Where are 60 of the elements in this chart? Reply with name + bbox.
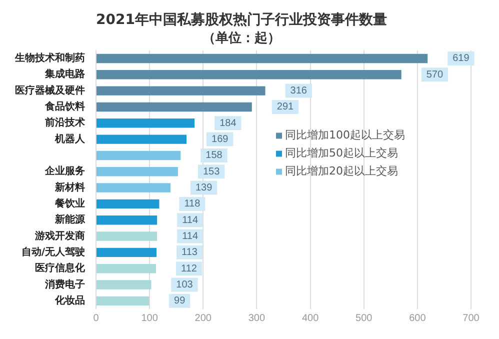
data-label: 153 bbox=[202, 166, 220, 178]
bar bbox=[96, 70, 402, 80]
bar bbox=[96, 280, 152, 290]
data-label: 158 bbox=[206, 150, 223, 162]
bar bbox=[96, 118, 195, 128]
bar bbox=[96, 199, 160, 209]
bar bbox=[96, 264, 156, 274]
x-tick-label: 300 bbox=[248, 312, 266, 324]
y-tick-label: 集成电路 bbox=[44, 68, 85, 80]
data-label: 112 bbox=[181, 263, 198, 274]
data-label: 291 bbox=[276, 102, 294, 113]
x-tick-label: 0 bbox=[93, 312, 100, 324]
bar bbox=[96, 150, 181, 160]
x-tick-label: 400 bbox=[302, 312, 320, 324]
y-tick-label: 餐饮业 bbox=[54, 198, 85, 210]
data-label: 570 bbox=[426, 69, 444, 80]
bar bbox=[96, 232, 158, 241]
bar bbox=[96, 86, 266, 96]
bar bbox=[96, 183, 170, 192]
legend-label: 同比增加100起以上交易 bbox=[285, 128, 405, 142]
x-tick-label: 200 bbox=[194, 312, 212, 324]
bar bbox=[96, 296, 150, 306]
x-tick-label: 100 bbox=[141, 312, 158, 324]
y-tick-label: 食品饮料 bbox=[44, 100, 85, 113]
data-label: 316 bbox=[290, 86, 308, 97]
bar bbox=[96, 248, 157, 258]
y-tick-label: 机器人 bbox=[54, 132, 86, 145]
y-tick-label: 生物技术和制药 bbox=[14, 52, 85, 64]
data-label: 619 bbox=[452, 53, 470, 64]
y-tick-label: 游戏开发商 bbox=[34, 230, 85, 242]
data-label: 99 bbox=[174, 296, 186, 307]
y-tick-label: 医疗信息化 bbox=[35, 262, 86, 274]
y-tick-label: 医疗器械及硬件 bbox=[15, 84, 85, 96]
y-tick-label: 前沿技术 bbox=[44, 116, 86, 129]
x-tick-label: 500 bbox=[356, 312, 373, 324]
bar bbox=[96, 102, 252, 112]
bar bbox=[96, 54, 428, 64]
chart-subtitle: （单位：起） bbox=[202, 30, 280, 46]
y-tick-label: 化妆品 bbox=[54, 294, 85, 307]
data-label: 114 bbox=[182, 214, 198, 226]
y-tick-label: 企业服务 bbox=[44, 165, 85, 178]
bar bbox=[96, 167, 178, 176]
data-label: 184 bbox=[220, 118, 237, 129]
y-tick-label: 自动/无人驾驶 bbox=[21, 246, 85, 258]
data-label: 103 bbox=[176, 280, 194, 291]
data-label: 169 bbox=[212, 134, 229, 146]
data-label: 113 bbox=[182, 247, 198, 258]
x-tick-label: 700 bbox=[462, 312, 480, 324]
bar bbox=[96, 216, 158, 225]
legend-label: 同比增加20起以上交易 bbox=[285, 164, 398, 178]
bar bbox=[96, 134, 187, 144]
legend-label: 同比增加50起以上交易 bbox=[285, 146, 398, 160]
x-tick-label: 600 bbox=[409, 312, 426, 324]
y-tick-label: 新材料 bbox=[54, 181, 85, 194]
chart-title: 2021年中国私募股权热门子行业投资事件数量 bbox=[96, 11, 387, 28]
y-tick-label: 新能源 bbox=[54, 214, 86, 226]
data-label: 139 bbox=[195, 182, 213, 194]
data-label: 118 bbox=[184, 198, 201, 210]
y-tick-label: 消费电子 bbox=[44, 278, 85, 290]
data-label: 114 bbox=[182, 231, 198, 242]
